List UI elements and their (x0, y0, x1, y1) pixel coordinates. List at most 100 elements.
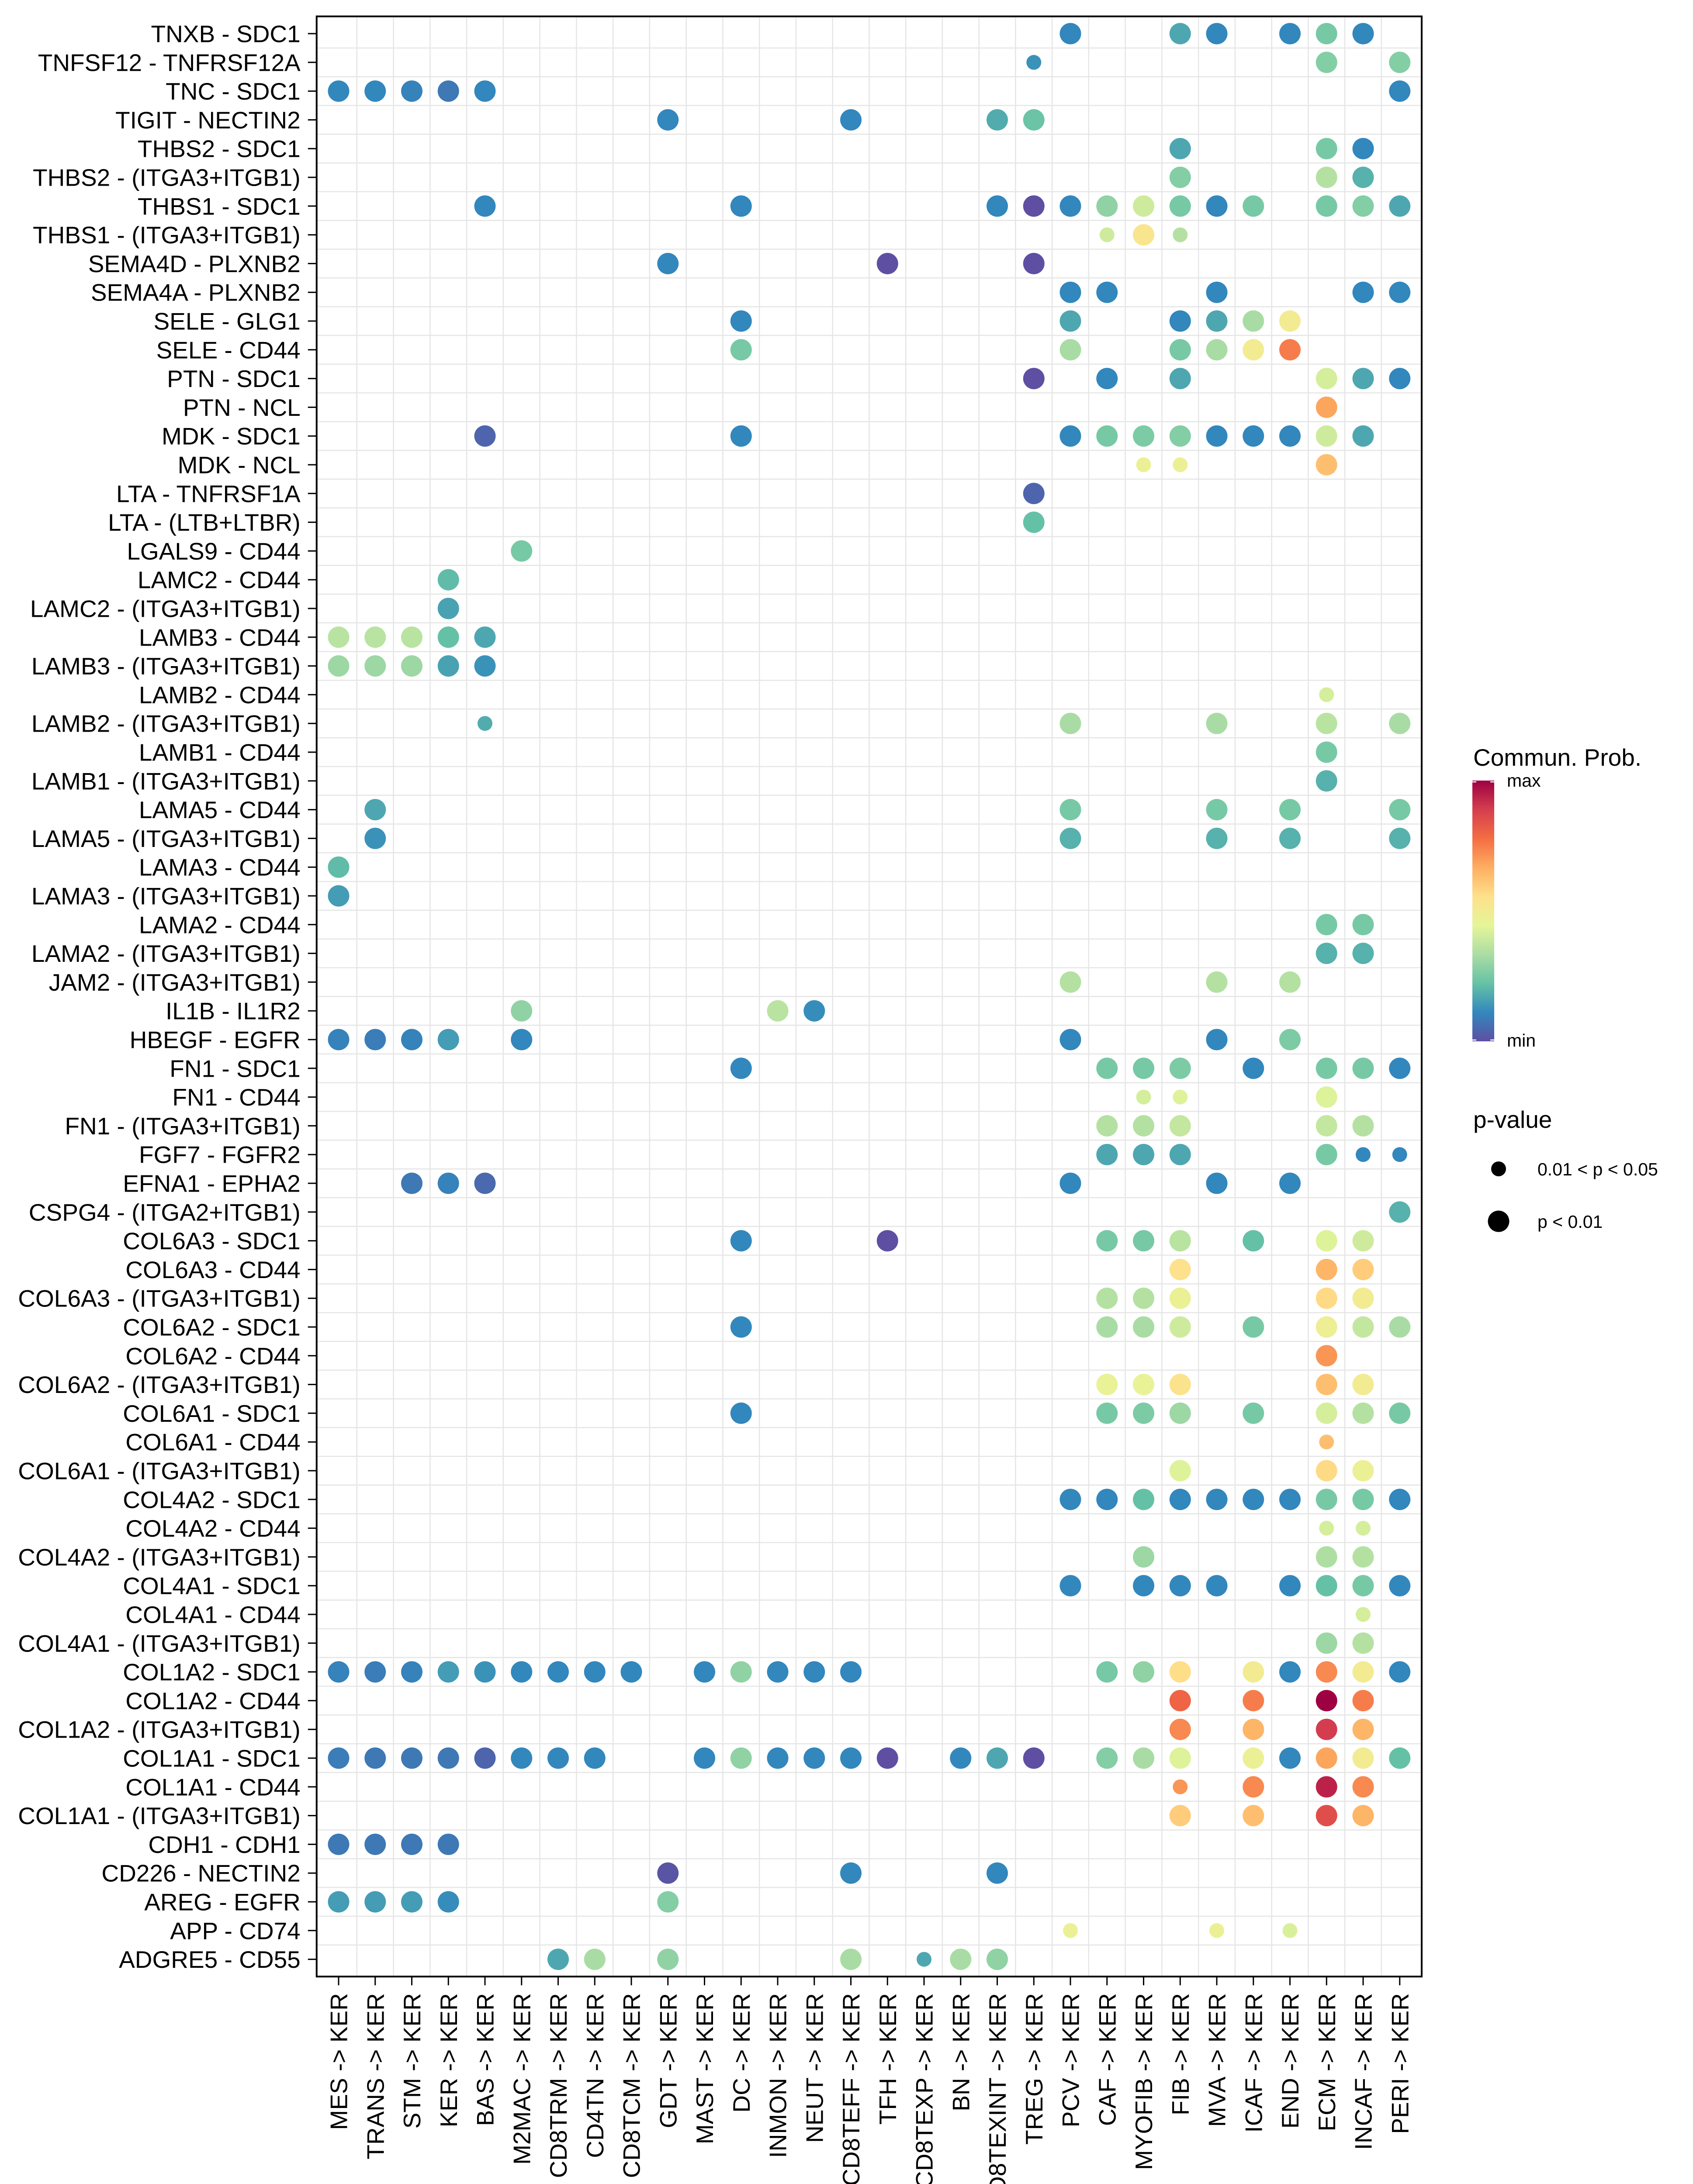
bubble (1169, 1374, 1191, 1396)
bubble (1316, 712, 1337, 734)
bubble (328, 1029, 350, 1051)
size-legend-small-dot (1491, 1161, 1506, 1176)
y-axis-label: LAMB1 - (ITGA3+ITGB1) (31, 767, 301, 795)
bubble (1352, 281, 1374, 303)
y-axis-label: APP - CD74 (170, 1917, 301, 1944)
y-axis-label: FN1 - (ITGA3+ITGB1) (65, 1113, 300, 1140)
y-axis-label: COL6A1 - SDC1 (123, 1400, 301, 1427)
y-axis-label: ADGRE5 - CD55 (119, 1946, 301, 1973)
bubble (437, 626, 459, 648)
bubble (1169, 339, 1191, 361)
bubble (657, 1862, 679, 1884)
bubble (730, 195, 752, 217)
bubble (1352, 368, 1374, 390)
x-axis-label: STM -> KER (398, 1993, 426, 2129)
bubble (1096, 1115, 1118, 1137)
bubble (1316, 1144, 1337, 1165)
bubble (1352, 943, 1374, 964)
bubble (1133, 1230, 1154, 1252)
bubble (1099, 227, 1115, 242)
bubble (328, 1661, 350, 1683)
bubble (1279, 1575, 1301, 1597)
bubble (1169, 1690, 1191, 1711)
bubble (1169, 1805, 1191, 1827)
bubble (620, 1661, 642, 1683)
bubble (1352, 1718, 1374, 1740)
bubble (1316, 425, 1337, 447)
bubble (1389, 712, 1411, 734)
bubble (1316, 1345, 1337, 1367)
bubble (1316, 1489, 1337, 1510)
bubble (803, 1661, 825, 1683)
y-axis-label: COL4A2 - CD44 (125, 1515, 300, 1542)
bubble (547, 1949, 569, 1970)
y-axis-label: LAMA2 - (ITGA3+ITGB1) (31, 940, 301, 967)
bubble (1389, 1747, 1411, 1769)
bubble (1316, 1287, 1337, 1309)
y-axis-label: LAMB2 - CD44 (139, 681, 301, 708)
bubble (657, 109, 679, 131)
bubble (328, 655, 350, 677)
y-axis-label: COL4A2 - (ITGA3+ITGB1) (18, 1544, 300, 1571)
y-axis-label: LAMA3 - (ITGA3+ITGB1) (31, 883, 301, 910)
bubble (474, 80, 496, 102)
bubble (876, 1747, 898, 1769)
bubble (1352, 1632, 1374, 1654)
bubble (1169, 1460, 1191, 1482)
bubble (1389, 799, 1411, 821)
bubble (1279, 23, 1301, 45)
x-axis-label: KER -> KER (435, 1993, 462, 2127)
bubble (1096, 1057, 1118, 1079)
y-axis-label: COL6A2 - SDC1 (123, 1314, 301, 1341)
bubble (657, 1891, 679, 1913)
bubble (1316, 741, 1337, 763)
bubble (1279, 310, 1301, 332)
bubble (1316, 454, 1337, 476)
bubble (1316, 1115, 1337, 1137)
bubble (1096, 195, 1118, 217)
bubble (1316, 1690, 1337, 1711)
bubble (1169, 310, 1191, 332)
bubble (1059, 425, 1081, 447)
bubble (584, 1661, 606, 1683)
bubble (1133, 1747, 1154, 1769)
bubble (1389, 1661, 1411, 1683)
bubble (1206, 799, 1228, 821)
bubble (1316, 770, 1337, 792)
bubble (1279, 827, 1301, 849)
bubble (1352, 195, 1374, 217)
bubble (1169, 1747, 1191, 1769)
bubble (1096, 1402, 1118, 1424)
bubble (547, 1661, 569, 1683)
bubble (1352, 1546, 1374, 1568)
bubble (401, 80, 422, 102)
bubble (1059, 1172, 1081, 1194)
bubble (1059, 1489, 1081, 1510)
bubble (1352, 914, 1374, 936)
bubble (1243, 1316, 1264, 1338)
bubble (328, 1833, 350, 1855)
bubble (1279, 1489, 1301, 1510)
bubble (1316, 195, 1337, 217)
bubble (1389, 1316, 1411, 1338)
bubble (1316, 943, 1337, 964)
bubble (328, 856, 350, 878)
bubble (950, 1949, 972, 1970)
y-axis-label: COL6A1 - CD44 (125, 1429, 300, 1456)
y-axis-label: HBEGF - EGFR (130, 1026, 301, 1054)
bubble (437, 1661, 459, 1683)
bubble (1133, 1575, 1154, 1597)
x-axis-label: TFH -> KER (874, 1993, 901, 2125)
bubble (511, 1000, 533, 1022)
bubble (1352, 1402, 1374, 1424)
bubble (474, 425, 496, 447)
bubble (1352, 1776, 1374, 1798)
bubble (1133, 1661, 1154, 1683)
bubble (474, 1747, 496, 1769)
bubble (987, 195, 1008, 217)
x-axis-label: TRANS -> KER (362, 1993, 389, 2160)
bubble (1096, 368, 1118, 390)
y-axis-label: COL4A1 - CD44 (125, 1601, 300, 1628)
bubble (1206, 425, 1228, 447)
y-axis-label: COL4A1 - SDC1 (123, 1572, 301, 1600)
